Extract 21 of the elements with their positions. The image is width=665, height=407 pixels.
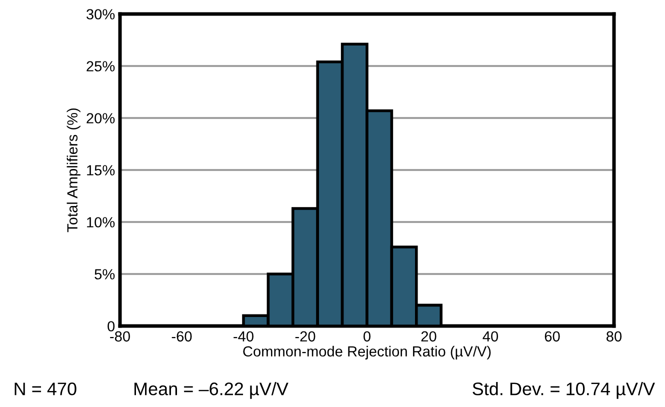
x-tick-label: 80 — [606, 331, 622, 342]
x-tick-label: 40 — [482, 331, 498, 342]
x-tick-label: 60 — [544, 331, 560, 342]
text: Mean = –6.22 µV/V — [134, 382, 288, 399]
y-tick-label: 5% — [94, 269, 115, 280]
y-tick-label: 10% — [87, 217, 115, 228]
x-tick-label: -80 — [110, 331, 130, 342]
x-tick-label: 20 — [421, 331, 436, 342]
y-tick-label: 0 — [108, 321, 115, 332]
x-tick-label: -60 — [172, 331, 192, 342]
x-tick-label: -20 — [295, 331, 316, 342]
x-tick-label: 0 — [364, 331, 370, 342]
y-tick-label: 15% — [87, 165, 115, 176]
y-tick-label: 25% — [86, 61, 115, 72]
text: N = 470 — [14, 382, 76, 396]
y-axis-title: Total Amplifiers (%) — [66, 108, 80, 232]
x-axis-title: Common-mode Rejection Ratio (µV/V) — [243, 346, 491, 360]
x-tick-label: -40 — [234, 331, 254, 342]
text: Std. Dev. = 10.74 µV/V — [472, 382, 655, 399]
y-tick-label: 30% — [86, 9, 115, 20]
y-tick-label: 20% — [86, 113, 115, 124]
